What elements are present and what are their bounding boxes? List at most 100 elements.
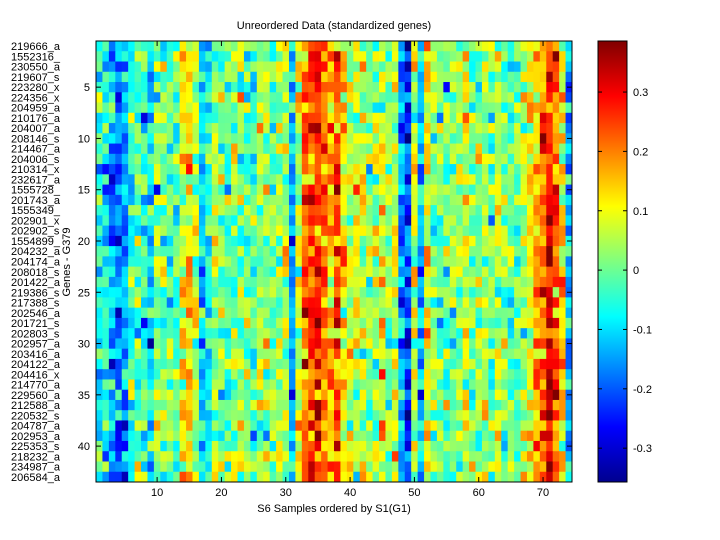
heatmap-cell (398, 215, 406, 227)
heatmap-cell (366, 246, 374, 257)
heatmap-cell (96, 379, 103, 391)
heatmap-cell (263, 430, 271, 442)
heatmap-cell (372, 235, 380, 247)
heatmap-cell (288, 61, 296, 73)
heatmap-cell (488, 256, 496, 268)
gene-row-label: 208146_s (11, 133, 60, 145)
heatmap-cell (198, 174, 206, 186)
gene-row-label: 229560_a (11, 390, 61, 402)
heatmap-cell (327, 348, 335, 360)
heatmap-cell (507, 41, 515, 52)
heatmap-cell (128, 92, 136, 104)
heatmap-cell (243, 194, 251, 206)
heatmap-cell (539, 461, 547, 473)
heatmap-cell (494, 440, 502, 452)
heatmap-cell (166, 338, 174, 350)
heatmap-cell (276, 266, 284, 278)
gene-row-label: 203416_a (11, 349, 61, 361)
heatmap-cell (211, 123, 219, 134)
heatmap-cell (295, 307, 303, 319)
heatmap-cell (559, 174, 567, 186)
heatmap-cell (282, 369, 290, 380)
heatmap-cell (385, 440, 393, 452)
heatmap-cell (526, 194, 534, 206)
heatmap-cell (198, 297, 206, 309)
heatmap-cell (276, 51, 284, 63)
heatmap-cell (436, 153, 444, 165)
heatmap-cell (134, 194, 142, 206)
heatmap-cell (243, 184, 251, 196)
heatmap-cell (391, 317, 399, 329)
heatmap-cell (128, 246, 136, 257)
heatmap-cell (115, 348, 123, 360)
heatmap-cell (153, 256, 161, 268)
heatmap-cell (514, 276, 522, 288)
heatmap-cell (456, 317, 464, 329)
heatmap-cell (179, 82, 187, 93)
heatmap-cell (108, 451, 116, 462)
heatmap-cell (475, 461, 483, 473)
heatmap-cell (321, 246, 329, 257)
heatmap-cell (488, 92, 496, 104)
heatmap-cell (359, 41, 367, 52)
heatmap-cell (301, 112, 309, 124)
heatmap-cell (308, 143, 316, 155)
heatmap-cell (353, 112, 361, 124)
heatmap-cell (224, 358, 232, 370)
heatmap-cell (359, 215, 367, 227)
heatmap-cell (237, 369, 245, 380)
heatmap-cell (141, 307, 148, 319)
heatmap-cell (276, 246, 284, 257)
heatmap-cell (424, 143, 431, 155)
heatmap-cell (430, 61, 438, 73)
heatmap-cell (256, 174, 264, 186)
gene-row-label: 1555349_ (11, 205, 61, 217)
heatmap-cell (121, 164, 129, 175)
heatmap-cell (501, 123, 509, 134)
heatmap-cell (488, 379, 496, 391)
heatmap-cell (488, 420, 496, 432)
heatmap-cell (379, 102, 386, 114)
heatmap-cell (211, 225, 219, 237)
heatmap-cell (366, 205, 374, 216)
heatmap-cell (108, 276, 116, 288)
heatmap-cell (526, 61, 534, 73)
heatmap-cell (211, 440, 219, 452)
heatmap-cell (224, 328, 232, 339)
heatmap-cell (192, 328, 200, 339)
heatmap-cell (205, 256, 213, 268)
heatmap-cell (186, 410, 193, 421)
heatmap-cell (469, 123, 477, 134)
heatmap-cell (462, 205, 470, 216)
heatmap-cell (327, 317, 335, 329)
heatmap-cell (179, 51, 187, 63)
heatmap-cell (449, 369, 457, 380)
heatmap-cell (501, 307, 509, 319)
heatmap-cell (282, 184, 290, 196)
heatmap-cell (481, 112, 489, 124)
heatmap-cell (501, 379, 509, 391)
heatmap-cell (115, 358, 123, 370)
heatmap-cell (224, 133, 232, 145)
heatmap-cell (379, 410, 386, 421)
heatmap-cell (424, 256, 431, 268)
heatmap-cell (475, 389, 483, 401)
heatmap-cell (481, 440, 489, 452)
heatmap-cell (128, 440, 136, 452)
heatmap-cell (417, 266, 425, 278)
heatmap-cell (102, 266, 110, 278)
heatmap-cell (134, 184, 142, 196)
heatmap-cell (379, 215, 386, 227)
heatmap-cell (475, 215, 483, 227)
heatmap-cell (391, 133, 399, 145)
heatmap-cell (205, 389, 213, 401)
heatmap-cell (481, 235, 489, 247)
heatmap-cell (469, 430, 477, 442)
heatmap-cell (205, 102, 213, 114)
heatmap-cell (231, 235, 239, 247)
heatmap-cell (520, 266, 528, 278)
heatmap-cell (334, 246, 341, 257)
heatmap-cell (218, 92, 226, 104)
heatmap-cell (398, 420, 406, 432)
x-tick-label: 30 (280, 487, 292, 499)
